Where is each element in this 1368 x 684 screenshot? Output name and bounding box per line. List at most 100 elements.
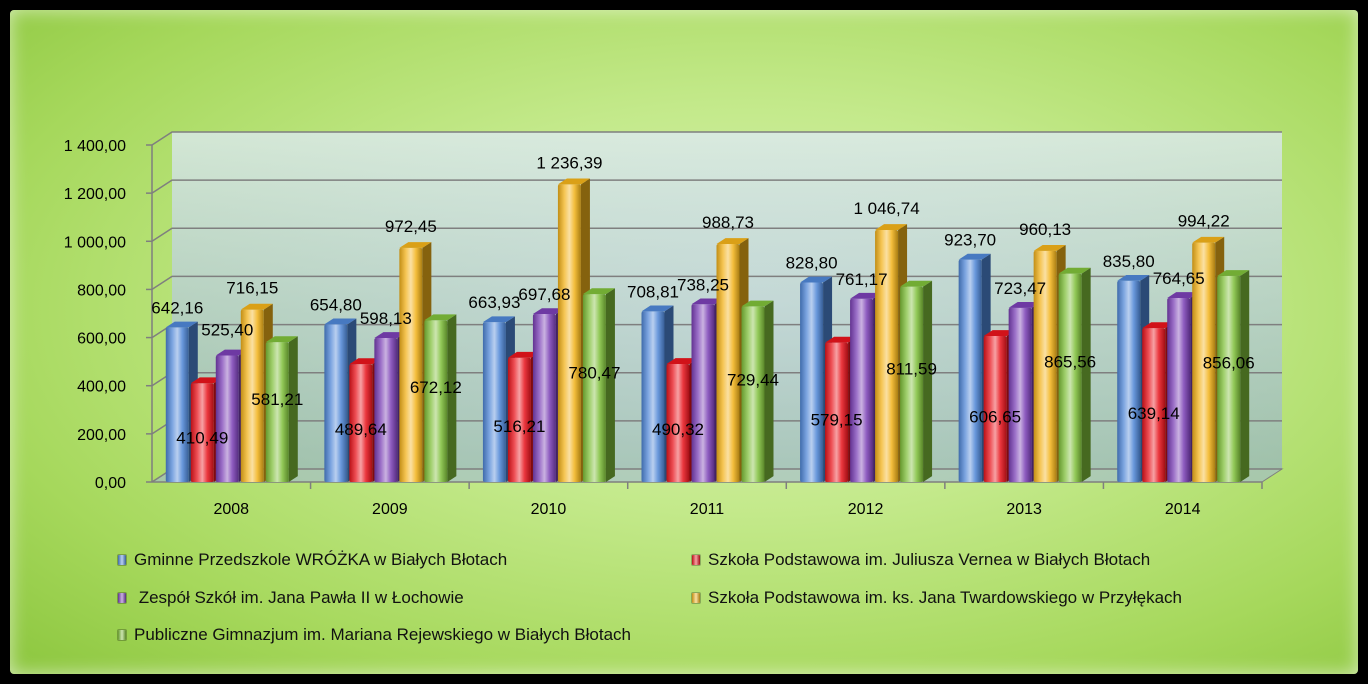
y-tick-label: 0,00 xyxy=(95,475,126,492)
bar-top xyxy=(582,288,615,295)
bar-top xyxy=(741,300,774,307)
bar-side xyxy=(605,288,615,482)
gridline xyxy=(151,179,1282,194)
y-tick-label: 800,00 xyxy=(77,282,126,299)
bar-top xyxy=(983,330,1016,336)
bar xyxy=(983,335,1007,482)
bar xyxy=(399,247,423,482)
bar-top xyxy=(691,298,724,305)
bar-top xyxy=(349,358,382,365)
y-tick-label: 1 200,00 xyxy=(64,186,126,203)
bar-top xyxy=(532,308,565,315)
data-label: 598,13 xyxy=(360,309,412,328)
bar-top xyxy=(1142,322,1175,329)
bar-top xyxy=(1217,270,1250,276)
y-tick-label: 400,00 xyxy=(77,379,126,396)
bar-top xyxy=(165,321,198,328)
bar xyxy=(215,355,239,482)
bar-top xyxy=(240,303,273,310)
bar-side xyxy=(1240,270,1250,482)
y-tick-label: 1 000,00 xyxy=(64,234,126,251)
data-label: 708,81 xyxy=(627,282,679,301)
bar xyxy=(741,306,765,482)
bar xyxy=(666,363,690,482)
data-label: 672,12 xyxy=(410,378,462,397)
data-label: 761,17 xyxy=(836,270,888,289)
bar-top xyxy=(958,253,991,260)
data-label: 994,22 xyxy=(1178,212,1230,231)
bar-top xyxy=(215,349,248,356)
bar-top xyxy=(900,280,933,287)
bar-top xyxy=(557,178,590,185)
bar xyxy=(582,294,606,482)
bar-top xyxy=(1008,302,1041,308)
bar-side xyxy=(1081,267,1091,482)
data-label: 729,44 xyxy=(727,370,779,389)
data-label: 654,80 xyxy=(310,295,362,314)
bar-top xyxy=(265,336,298,343)
bar xyxy=(641,311,665,482)
x-tick-label: 2011 xyxy=(690,501,725,518)
bar-top xyxy=(1167,292,1200,298)
bar xyxy=(507,357,531,482)
data-label: 865,56 xyxy=(1044,352,1096,371)
bar xyxy=(374,338,398,482)
bar xyxy=(1217,275,1241,482)
gridline xyxy=(151,227,1282,242)
bar xyxy=(1117,280,1141,482)
data-label: 639,14 xyxy=(1128,404,1180,423)
bar xyxy=(240,309,264,482)
bar xyxy=(1167,297,1191,482)
bar xyxy=(557,184,581,482)
data-label: 972,45 xyxy=(385,217,437,236)
bar-top xyxy=(875,224,908,231)
bar-top xyxy=(482,316,515,323)
data-label: 663,93 xyxy=(468,293,520,312)
bar xyxy=(850,298,874,482)
bar xyxy=(424,320,448,482)
bar xyxy=(958,259,982,482)
bar xyxy=(265,342,289,482)
bar xyxy=(190,383,214,482)
x-tick-label: 2010 xyxy=(531,501,567,518)
data-label: 1 046,74 xyxy=(853,199,919,218)
bar-side xyxy=(764,300,774,482)
data-label: 579,15 xyxy=(811,410,863,429)
bar-top xyxy=(850,292,883,299)
bar-top xyxy=(1117,274,1150,281)
data-label: 606,65 xyxy=(969,407,1021,426)
x-tick-label: 2014 xyxy=(1165,501,1201,518)
bar xyxy=(800,282,824,482)
bar-top xyxy=(1058,267,1091,274)
bar-top xyxy=(324,318,357,325)
x-tick-label: 2008 xyxy=(213,501,249,518)
data-label: 697,68 xyxy=(518,285,570,304)
data-label: 716,15 xyxy=(226,279,278,298)
gridline xyxy=(151,275,1282,291)
x-tick-label: 2012 xyxy=(848,501,884,518)
bar xyxy=(1008,307,1032,482)
data-label: 525,40 xyxy=(201,321,253,340)
bar-top xyxy=(190,377,223,384)
data-label: 856,06 xyxy=(1203,354,1255,373)
bar xyxy=(1058,273,1082,482)
bars xyxy=(165,178,1250,482)
bar xyxy=(825,342,849,482)
bar-top xyxy=(1033,245,1066,251)
bar-side xyxy=(923,280,933,482)
bar xyxy=(165,327,189,482)
data-label: 723,47 xyxy=(994,279,1046,298)
data-label: 835,80 xyxy=(1103,252,1155,271)
bar-top xyxy=(399,242,432,248)
bar xyxy=(482,322,506,482)
y-tick-label: 1 400,00 xyxy=(64,138,126,155)
data-label: 490,32 xyxy=(652,420,704,439)
y-tick-label: 200,00 xyxy=(77,427,126,444)
bar xyxy=(1192,242,1216,482)
bar xyxy=(716,243,740,482)
data-label: 581,21 xyxy=(251,390,303,409)
data-label: 923,70 xyxy=(944,231,996,250)
bar xyxy=(1033,250,1057,482)
bar xyxy=(324,324,348,482)
